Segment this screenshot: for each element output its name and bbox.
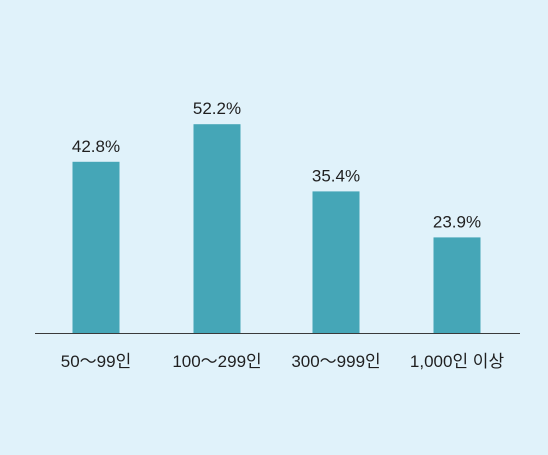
x-tick-label-3: 300～999인 <box>291 352 380 371</box>
bar-1 <box>72 161 120 333</box>
x-tick-label-2: 100～299인 <box>172 352 261 371</box>
value-label-4: 23.9% <box>433 212 481 231</box>
bar-3 <box>312 191 360 333</box>
x-tick-label-4: 1,000인 이상 <box>410 352 505 371</box>
value-labels-layer: 42.8% 52.2% 35.4% 23.9% <box>72 99 481 231</box>
value-label-3: 35.4% <box>312 166 360 185</box>
bar-2 <box>193 124 241 333</box>
tick-labels-layer: 50～99인 100～299인 300～999인 1,000인 이상 <box>61 352 505 371</box>
bar-4 <box>433 237 481 333</box>
bars-layer <box>72 124 481 333</box>
value-label-2: 52.2% <box>193 99 241 118</box>
x-tick-label-1: 50～99인 <box>61 352 131 371</box>
value-label-1: 42.8% <box>72 137 120 156</box>
